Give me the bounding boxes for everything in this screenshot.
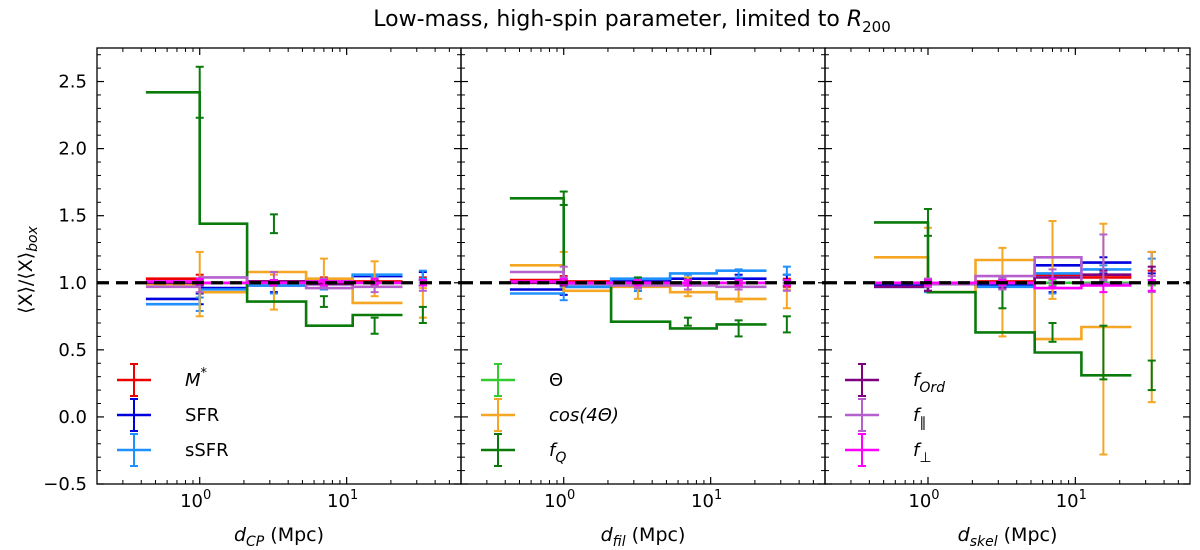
y-tick-label: 2.5 — [58, 72, 87, 93]
y-tick-label: 1.0 — [58, 273, 87, 294]
series-fQ — [145, 65, 427, 335]
x-axis-label-unit: (Mpc) — [264, 524, 324, 546]
x-tick-label: 101 — [691, 488, 722, 512]
legend: M* SFR sSFR — [117, 363, 229, 467]
chart-title: Low-mass, high-spin parameter, limited t… — [373, 7, 891, 36]
x-tick-exponent: 1 — [714, 488, 722, 503]
x-tick-exponent: 1 — [350, 488, 358, 503]
x-tick-base: 10 — [691, 491, 714, 512]
series-SFR — [145, 271, 427, 306]
x-tick-label: 100 — [180, 488, 211, 512]
legend-label: M* — [185, 366, 208, 391]
x-tick-exponent: 0 — [931, 488, 939, 503]
x-axis-label: dskel (Mpc) — [958, 524, 1058, 550]
legend-label: SFR — [185, 405, 219, 426]
y-tick-label: 1.5 — [58, 206, 87, 227]
legend-label-sub: Q — [555, 450, 566, 466]
x-tick-base: 10 — [327, 491, 350, 512]
y-axis-label: ⟨X⟩/⟨X⟩box — [15, 225, 41, 314]
legend-label-sup: * — [201, 366, 208, 381]
series-step-line — [509, 197, 767, 330]
y-tick-label: 0.5 — [58, 340, 87, 361]
panel-frame — [96, 47, 462, 485]
legend-label-main: cos(4Θ) — [549, 405, 619, 426]
x-axis-label-subscript: skel — [970, 534, 998, 550]
x-tick-exponent: 1 — [1079, 488, 1087, 503]
y-tick-label: 0.0 — [58, 407, 87, 428]
legend-label: f⊥ — [913, 440, 932, 466]
x-tick-exponent: 0 — [567, 488, 575, 503]
series-fQ — [874, 207, 1156, 392]
legend-label-main: f — [549, 440, 558, 461]
legend-label-main: SFR — [185, 405, 219, 426]
x-axis-label: dCP (Mpc) — [234, 524, 324, 550]
x-tick-base: 10 — [908, 491, 931, 512]
x-tick-base: 10 — [544, 491, 567, 512]
x-axis-label-symbol: d — [601, 524, 614, 546]
x-tick-base: 10 — [1056, 491, 1079, 512]
x-axis-label-unit: (Mpc) — [626, 524, 686, 546]
x-axis-label-unit: (Mpc) — [998, 524, 1058, 546]
x-axis-label: dfil (Mpc) — [601, 524, 686, 550]
legend-label-main: Θ — [549, 370, 563, 391]
series-step-line — [874, 281, 1132, 290]
x-axis-label-subscript: CP — [246, 534, 265, 550]
legend-label-main: sSFR — [185, 440, 229, 461]
x-axis-label-symbol: d — [234, 524, 247, 546]
legend-label: sSFR — [185, 440, 229, 461]
legend-label: f∥ — [913, 405, 926, 431]
legend-label-main: f — [913, 440, 922, 461]
series-step-line — [874, 221, 1132, 377]
y-tick-label: 2.0 — [58, 139, 87, 160]
legend-label: Θ — [549, 370, 563, 391]
x-tick-base: 10 — [180, 491, 203, 512]
x-tick-label: 101 — [327, 488, 358, 512]
legend-label-main: M — [185, 370, 201, 391]
x-tick-label: 100 — [544, 488, 575, 512]
legend-label-main: f — [913, 370, 922, 391]
legend-label-sub: ∥ — [919, 415, 926, 431]
x-axis-label-subscript: fil — [613, 534, 626, 550]
x-tick-label: 100 — [908, 488, 939, 512]
x-tick-label: 101 — [1056, 488, 1087, 512]
legend-label: fQ — [549, 440, 566, 466]
series-f⊥ — [874, 277, 1156, 294]
y-tick-label: −0.5 — [43, 474, 87, 495]
x-tick-exponent: 0 — [203, 488, 211, 503]
legend-label-main: f — [913, 405, 922, 426]
x-axis-label-symbol: d — [958, 524, 971, 546]
legend-label-sub: ⊥ — [919, 450, 931, 466]
legend-label: fOrd — [913, 370, 945, 396]
series-step-line — [145, 91, 403, 327]
legend-label-sub: Ord — [919, 380, 945, 396]
legend-label: cos(4Θ) — [549, 405, 619, 426]
panel-frame — [824, 47, 1191, 485]
series-fQ — [509, 190, 791, 338]
